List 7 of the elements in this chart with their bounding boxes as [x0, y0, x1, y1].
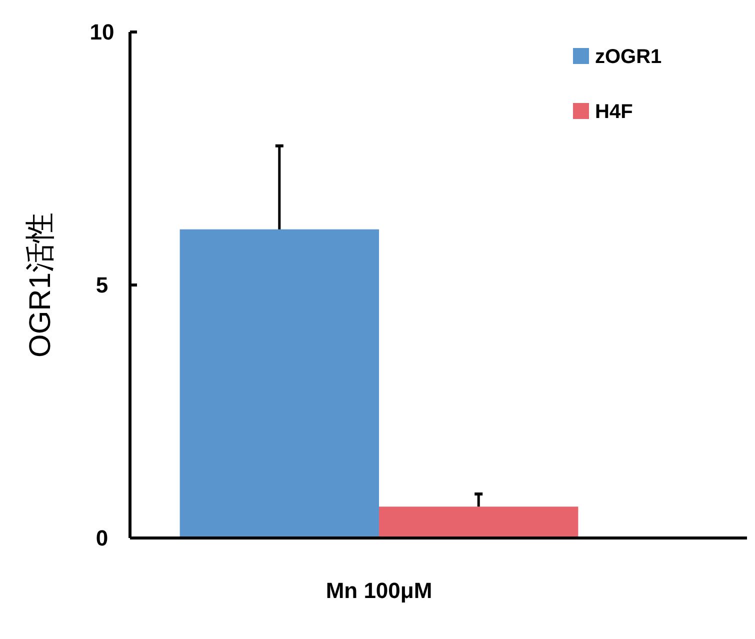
y-tick-label: 5 — [96, 272, 108, 298]
y-axis-title: OGR1活性 — [24, 212, 57, 358]
y-tick-label: 0 — [96, 526, 108, 551]
legend-label: zOGR1 — [595, 46, 662, 68]
y-tick-label: 10 — [90, 20, 114, 45]
x-tick-label: Mn 100μM — [326, 578, 432, 603]
legend-label: H4F — [595, 101, 633, 123]
